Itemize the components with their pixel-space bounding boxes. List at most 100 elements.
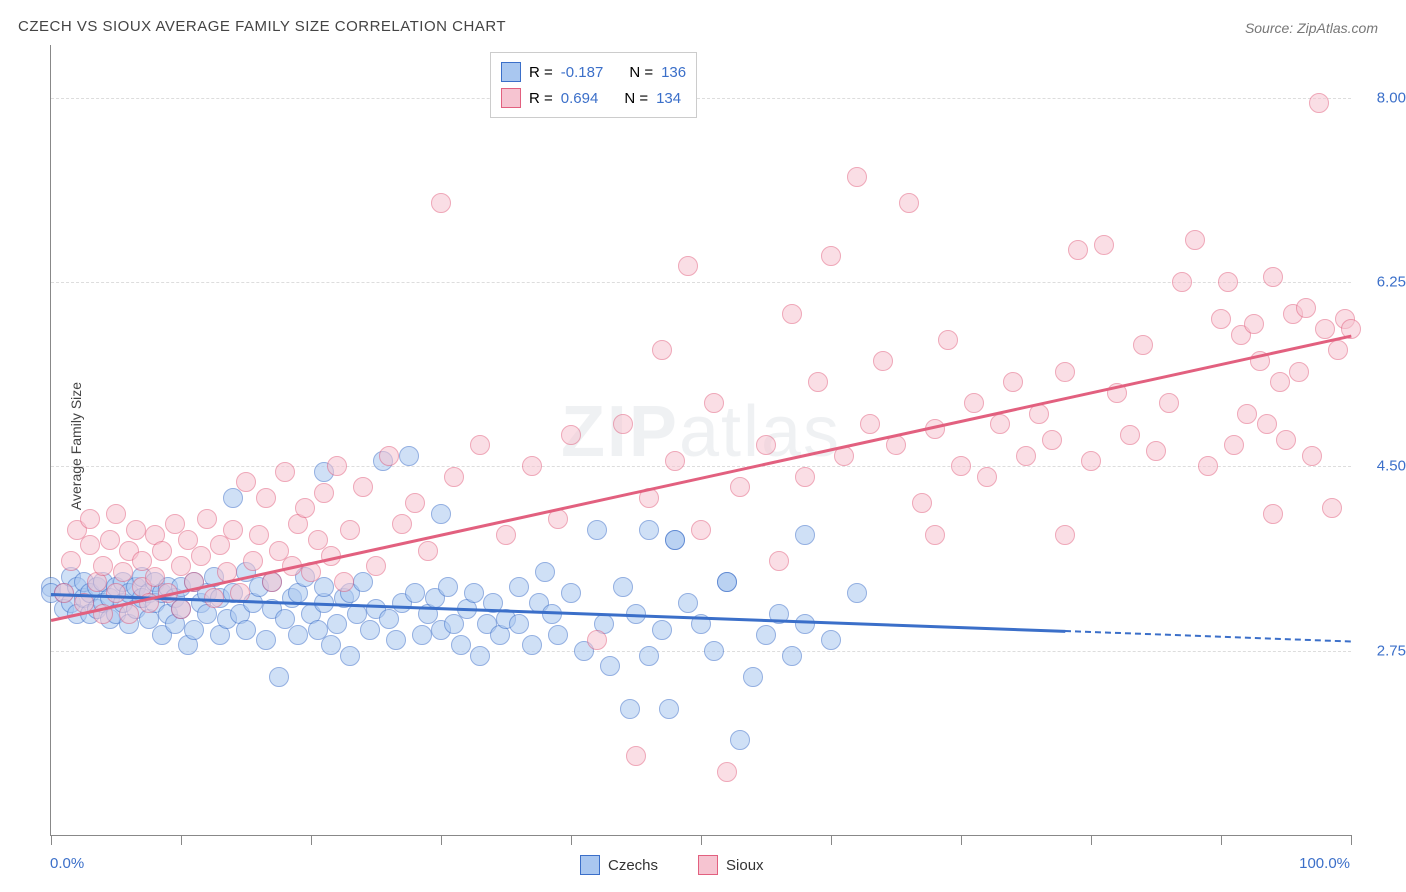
data-point <box>327 456 347 476</box>
data-point <box>152 541 172 561</box>
data-point <box>1276 430 1296 450</box>
data-point <box>821 630 841 650</box>
data-point <box>886 435 906 455</box>
data-point <box>704 393 724 413</box>
x-tick <box>181 835 182 845</box>
data-point <box>1270 372 1290 392</box>
data-point <box>288 625 308 645</box>
data-point <box>659 699 679 719</box>
data-point <box>314 577 334 597</box>
data-point <box>1133 335 1153 355</box>
data-point <box>80 509 100 529</box>
legend-row: R =-0.187N =136 <box>501 59 686 85</box>
data-point <box>412 625 432 645</box>
data-point <box>80 535 100 555</box>
data-point <box>873 351 893 371</box>
x-tick <box>1091 835 1092 845</box>
data-point <box>256 630 276 650</box>
data-point <box>795 525 815 545</box>
data-point <box>191 546 211 566</box>
data-point <box>704 641 724 661</box>
data-point <box>106 504 126 524</box>
data-point <box>1224 435 1244 455</box>
data-point <box>925 525 945 545</box>
data-point <box>678 593 698 613</box>
x-tick <box>701 835 702 845</box>
data-point <box>639 646 659 666</box>
data-point <box>360 620 380 640</box>
data-point <box>1055 525 1075 545</box>
data-point <box>782 646 802 666</box>
data-point <box>587 520 607 540</box>
data-point <box>126 520 146 540</box>
data-point <box>743 667 763 687</box>
data-point <box>938 330 958 350</box>
data-point <box>236 620 256 640</box>
data-point <box>620 699 640 719</box>
data-point <box>1185 230 1205 250</box>
data-point <box>691 520 711 540</box>
data-point <box>262 572 282 592</box>
data-point <box>860 414 880 434</box>
data-point <box>1244 314 1264 334</box>
n-label: N = <box>629 64 653 81</box>
data-point <box>548 625 568 645</box>
data-point <box>1003 372 1023 392</box>
data-point <box>249 525 269 545</box>
chart-title: CZECH VS SIOUX AVERAGE FAMILY SIZE CORRE… <box>18 18 506 35</box>
data-point <box>730 477 750 497</box>
data-point <box>61 551 81 571</box>
data-point <box>1198 456 1218 476</box>
data-point <box>353 572 373 592</box>
x-tick <box>831 835 832 845</box>
data-point <box>1055 362 1075 382</box>
data-point <box>522 635 542 655</box>
data-point <box>1172 272 1192 292</box>
data-point <box>600 656 620 676</box>
data-point <box>535 562 555 582</box>
x-tick <box>961 835 962 845</box>
data-point <box>509 614 529 634</box>
x-axis-max-label: 100.0% <box>1299 855 1350 872</box>
data-point <box>113 562 133 582</box>
x-tick <box>441 835 442 845</box>
watermark: ZIPatlas <box>561 391 841 473</box>
data-point <box>210 535 230 555</box>
data-point <box>399 446 419 466</box>
data-point <box>1211 309 1231 329</box>
data-point <box>795 614 815 634</box>
legend-row: R =0.694N =134 <box>501 85 686 111</box>
data-point <box>1263 504 1283 524</box>
data-point <box>93 556 113 576</box>
data-point <box>847 167 867 187</box>
data-point <box>464 583 484 603</box>
legend-swatch <box>501 62 521 82</box>
data-point <box>912 493 932 513</box>
data-point <box>1322 498 1342 518</box>
data-point <box>353 477 373 497</box>
data-point <box>392 514 412 534</box>
y-tick-label: 4.50 <box>1377 458 1406 475</box>
data-point <box>386 630 406 650</box>
r-label: R = <box>529 90 553 107</box>
series-legend-item: Sioux <box>698 852 764 878</box>
legend-swatch <box>501 88 521 108</box>
x-tick <box>51 835 52 845</box>
data-point <box>1016 446 1036 466</box>
data-point <box>314 483 334 503</box>
legend-swatch <box>580 855 600 875</box>
data-point <box>444 467 464 487</box>
x-tick <box>571 835 572 845</box>
x-tick <box>1221 835 1222 845</box>
data-point <box>977 467 997 487</box>
data-point <box>184 620 204 640</box>
series-legend: Czechs Sioux <box>580 852 764 878</box>
data-point <box>100 530 120 550</box>
data-point <box>808 372 828 392</box>
data-point <box>782 304 802 324</box>
data-point <box>561 425 581 445</box>
series-legend-item: Czechs <box>580 852 658 878</box>
data-point <box>1296 298 1316 318</box>
data-point <box>1257 414 1277 434</box>
legend-swatch <box>698 855 718 875</box>
